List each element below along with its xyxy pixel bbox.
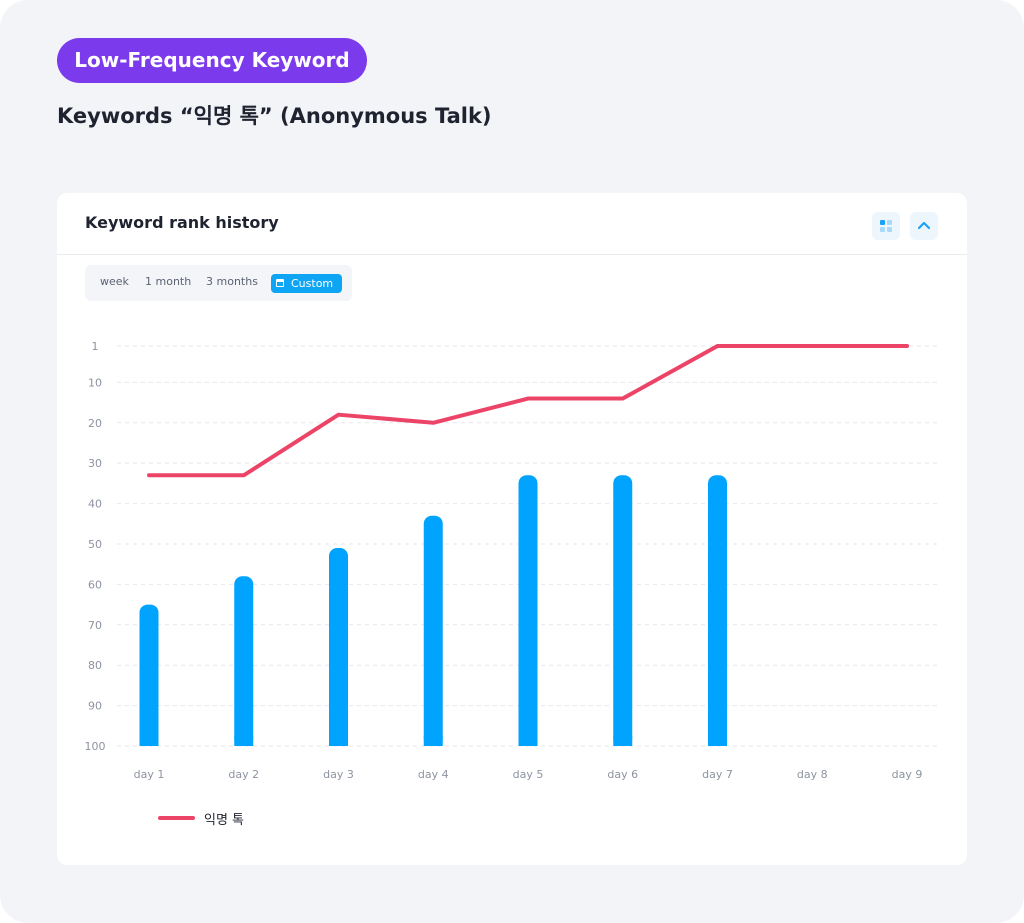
y-tick-label: 20 xyxy=(88,417,102,430)
rank-history-card: Keyword rank history week 1 month 3 mont… xyxy=(57,193,967,865)
collapse-button[interactable] xyxy=(910,212,938,240)
category-badge: Low-Frequency Keyword xyxy=(57,38,367,83)
y-tick-label: 90 xyxy=(88,700,102,713)
range-tab-custom[interactable]: Custom xyxy=(271,274,342,293)
bar xyxy=(518,475,538,746)
range-tab-week[interactable]: week xyxy=(100,275,129,288)
y-tick-label: 80 xyxy=(88,659,102,672)
x-tick-label: day 3 xyxy=(323,768,354,781)
calendar-icon xyxy=(276,279,284,287)
card-title: Keyword rank history xyxy=(85,213,279,232)
bar-base xyxy=(329,736,348,746)
y-tick-label: 70 xyxy=(88,619,102,632)
bar-base xyxy=(708,736,727,746)
y-tick-label: 40 xyxy=(88,498,102,511)
range-tab-custom-label: Custom xyxy=(291,277,334,290)
x-tick-label: day 7 xyxy=(702,768,733,781)
x-tick-label: day 8 xyxy=(797,768,828,781)
chevron-up-icon xyxy=(917,221,931,230)
legend-swatch xyxy=(158,816,195,820)
range-tab-1-month[interactable]: 1 month xyxy=(145,275,192,288)
y-tick-label: 10 xyxy=(88,376,102,389)
rank-chart: 1 10 20 30 40 50 60 70 80 90 100 day 1 day 2 day 3 day… xyxy=(85,340,940,781)
page-title: Keywords “익명 톡” (Anonymous Talk) xyxy=(57,104,492,128)
bar-base xyxy=(234,736,254,746)
legend-label: 익명 톡 xyxy=(204,813,245,828)
bar xyxy=(139,604,159,746)
x-tick-label: day 2 xyxy=(228,768,259,781)
y-tick-label: 60 xyxy=(88,578,102,591)
y-tick-label: 1 xyxy=(92,340,99,353)
x-tick-label: day 5 xyxy=(513,768,544,781)
y-tick-label: 30 xyxy=(88,457,102,470)
bar xyxy=(423,515,443,746)
range-selector: week 1 month 3 months Custom xyxy=(85,265,352,301)
y-tick-label: 100 xyxy=(85,740,106,753)
grid-view-button[interactable] xyxy=(872,212,900,240)
y-tick-label: 50 xyxy=(88,538,102,551)
card-divider xyxy=(57,254,967,255)
bar xyxy=(329,548,348,746)
bar xyxy=(234,576,254,746)
bar-base xyxy=(423,736,443,746)
x-tick-label: day 6 xyxy=(607,768,638,781)
grid-view-icon xyxy=(880,220,892,232)
x-tick-label: day 4 xyxy=(418,768,449,781)
range-tab-3-months[interactable]: 3 months xyxy=(206,275,258,288)
bar xyxy=(708,475,727,746)
bar-base xyxy=(139,736,159,746)
x-tick-label: day 1 xyxy=(134,768,165,781)
bar-base xyxy=(518,736,538,746)
bar-base xyxy=(613,736,633,746)
x-tick-label: day 9 xyxy=(892,768,923,781)
bar xyxy=(613,475,633,746)
series-line xyxy=(147,344,909,478)
